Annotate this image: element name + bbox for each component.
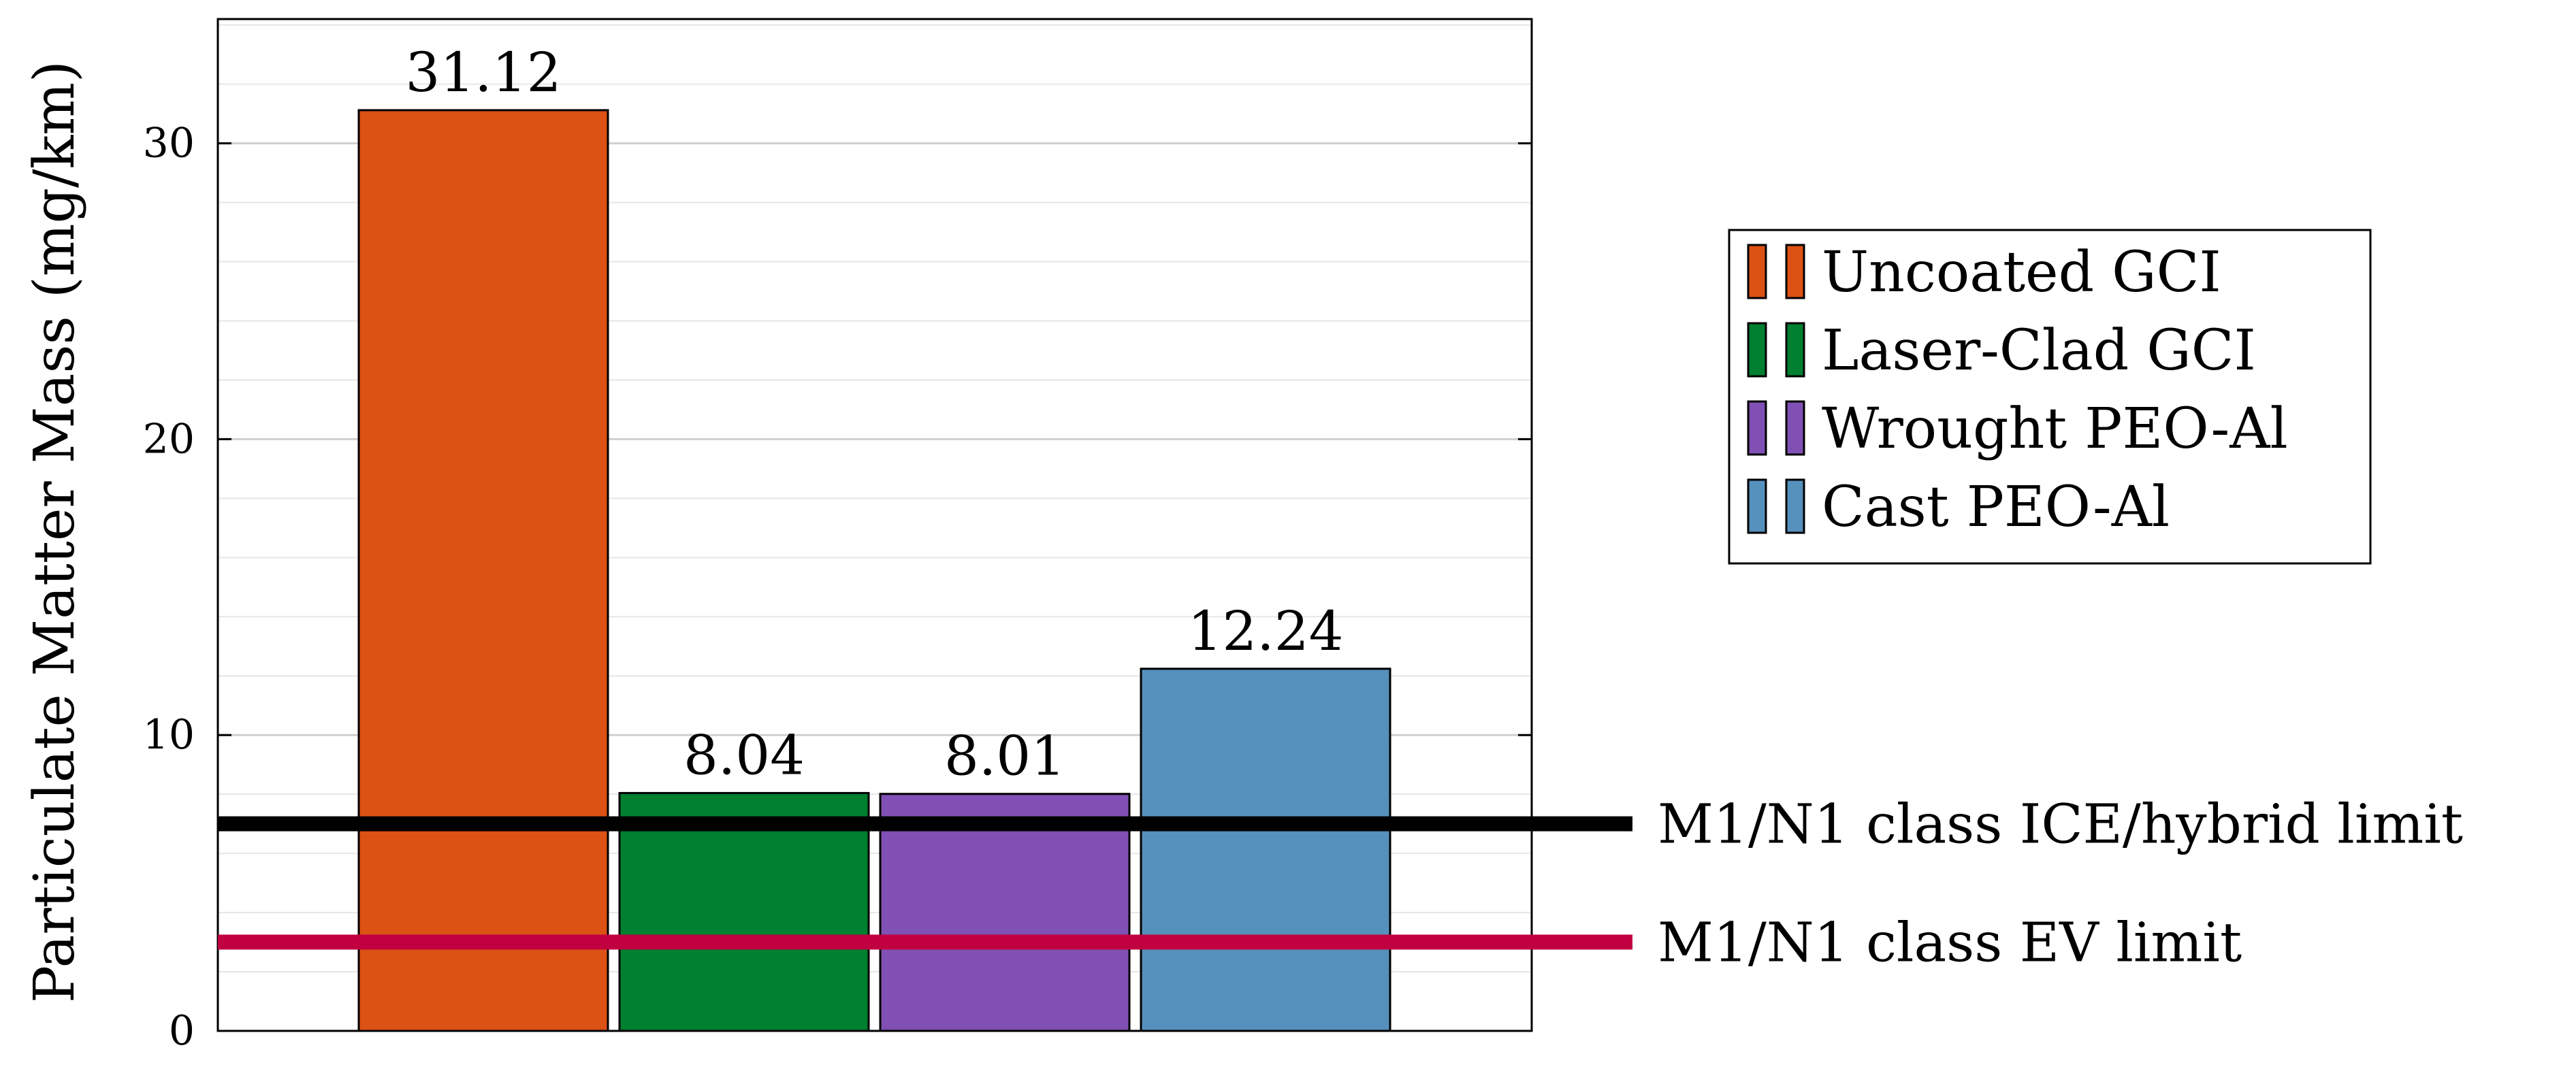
bar-laser-clad-gci [618, 791, 870, 1032]
bar-value-label: 31.12 [405, 41, 561, 104]
bar-wrought-peo-al [879, 793, 1131, 1032]
bar-value-label: 8.04 [683, 723, 805, 787]
legend-swatch [1785, 478, 1805, 534]
data-labels: 31.12 8.04 8.01 12.24 [405, 41, 1343, 788]
legend-entry-label: Uncoated GCI [1822, 240, 2221, 305]
reference-line-label: M1/N1 class EV limit [1658, 911, 2242, 974]
bar-value-label: 12.24 [1187, 599, 1343, 663]
y-tick-label: 20 [143, 415, 195, 463]
legend-swatch [1785, 400, 1805, 456]
legend-box [1728, 229, 2372, 565]
legend-entry-label: Cast PEO-Al [1822, 475, 2170, 540]
bar-cast-peo-al [1140, 668, 1391, 1032]
legend-swatch [1747, 244, 1767, 299]
legend-swatch [1747, 322, 1767, 378]
bar-value-label: 8.01 [944, 725, 1065, 788]
reference-lines: M1/N1 class ICE/hybrid limit M1/N1 class … [218, 793, 2463, 974]
legend-swatch [1747, 400, 1767, 456]
bars [357, 109, 1391, 1032]
y-axis-ticks: 0 10 20 30 [143, 120, 1532, 1055]
y-tick-label: 0 [169, 1007, 195, 1055]
legend: Uncoated GCI Laser-Clad GCI Wrought PEO-Al… [1728, 229, 2372, 565]
y-tick-label: 10 [143, 711, 195, 759]
legend-swatch [1747, 478, 1767, 534]
legend-swatch [1785, 244, 1805, 299]
reference-line-label: M1/N1 class ICE/hybrid limit [1658, 793, 2463, 856]
y-tick-label: 30 [143, 120, 195, 167]
legend-swatch [1785, 322, 1805, 378]
legend-entry-label: Wrought PEO-Al [1822, 397, 2288, 461]
legend-entry-label: Laser-Clad GCI [1822, 318, 2256, 383]
y-axis-title: Particulate Matter Mass (mg/km) [22, 61, 87, 1003]
plot-frame [216, 18, 1533, 1032]
bar-uncoated-gci [357, 109, 609, 1032]
